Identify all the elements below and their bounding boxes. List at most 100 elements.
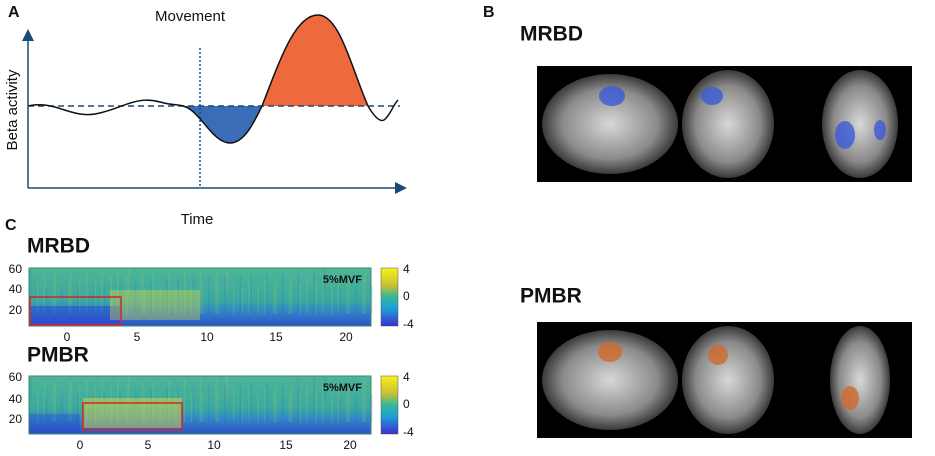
- heatmap-texture: [119, 391, 121, 422]
- heatmap-texture: [371, 394, 373, 422]
- heatmap-texture: [43, 275, 46, 314]
- heatmap-texture: [290, 278, 293, 314]
- positive-area: [262, 15, 368, 106]
- heatmap-texture: [201, 284, 203, 314]
- heatmap-texture: [45, 396, 48, 422]
- heatmap-texture: [322, 276, 324, 314]
- heatmap-texture: [266, 273, 268, 314]
- heatmap-texture: [348, 274, 350, 314]
- heatmap-texture: [306, 277, 308, 314]
- y-tick-label: 20: [9, 303, 23, 317]
- heatmap-texture: [166, 388, 168, 422]
- heatmap-texture: [166, 280, 168, 314]
- heatmap-texture: [275, 279, 277, 314]
- heatmap-texture: [355, 395, 357, 422]
- heatmap-texture: [177, 279, 179, 314]
- map-title: PMBR: [520, 285, 582, 308]
- heatmap: [28, 375, 372, 435]
- heatmap-texture: [224, 276, 226, 314]
- heatmap-texture: [68, 388, 70, 422]
- heatmap-texture: [190, 285, 193, 314]
- heatmap-texture: [79, 387, 81, 422]
- heatmap-texture: [362, 280, 364, 314]
- heatmap-texture: [337, 383, 340, 422]
- x-tick-label: 10: [207, 438, 221, 452]
- heatmap-texture: [54, 382, 56, 422]
- x-axis-label: Time: [181, 211, 214, 228]
- panel-label: C: [5, 217, 17, 234]
- heatmap-texture: [52, 389, 55, 422]
- heatmap-texture: [364, 273, 366, 314]
- heatmap-texture: [264, 388, 266, 422]
- heatmap-texture: [177, 387, 179, 422]
- roi-box: [29, 296, 122, 326]
- brain-strip: [537, 66, 912, 182]
- heatmap-texture: [61, 287, 63, 314]
- heatmap-texture: [239, 275, 242, 314]
- heatmap-texture: [128, 269, 130, 294]
- heatmap-texture: [281, 380, 284, 422]
- heatmap-texture: [101, 379, 104, 422]
- heatmap-texture: [224, 384, 226, 422]
- heatmap-texture: [168, 381, 170, 422]
- heatmap-texture: [226, 269, 228, 294]
- heatmap-texture: [371, 286, 373, 314]
- x-tick-label: 0: [64, 330, 71, 344]
- y-tick-label: 40: [9, 392, 23, 406]
- heatmap-texture: [92, 285, 95, 314]
- negative-area: [183, 106, 262, 143]
- heatmap-texture: [226, 377, 228, 402]
- heatmap-texture: [134, 282, 137, 314]
- heatmap-texture: [208, 277, 210, 314]
- heatmap-texture: [232, 390, 235, 422]
- heatmap-texture: [324, 377, 326, 402]
- panel-label: B: [483, 4, 495, 21]
- heatmap-texture: [126, 276, 128, 314]
- heatmap-texture: [117, 378, 119, 422]
- x-tick-label: 5: [145, 438, 152, 452]
- heatmap-low: [29, 414, 80, 433]
- heatmap-texture: [199, 271, 202, 314]
- x-tick-label: 0: [77, 438, 84, 452]
- heatmap-texture: [355, 287, 357, 314]
- x-tick-label: 20: [339, 330, 353, 344]
- heatmap-texture: [241, 288, 244, 314]
- heatmap-texture: [159, 287, 161, 314]
- heatmap-texture: [275, 387, 277, 422]
- heatmap-texture: [43, 383, 46, 422]
- y-tick-label: 60: [9, 370, 23, 384]
- heatmap-texture: [192, 278, 195, 314]
- colorbar-label: 4: [403, 370, 410, 384]
- heatmap-texture: [208, 385, 210, 422]
- condition-label: 5%MVF: [323, 274, 362, 286]
- heatmap-texture: [339, 288, 342, 314]
- x-tick-label: 15: [279, 438, 293, 452]
- y-axis-label: Beta activity: [4, 69, 21, 150]
- heatmap-texture: [239, 383, 242, 422]
- heatmap-texture: [36, 390, 39, 422]
- heatmap-texture: [150, 389, 153, 422]
- colorbar-label: -4: [403, 425, 414, 439]
- heatmap-texture: [364, 381, 366, 422]
- heatmap-texture: [264, 280, 266, 314]
- heatmap-texture: [30, 269, 32, 294]
- x-tick-label: 20: [343, 438, 357, 452]
- heatmap-texture: [337, 275, 340, 314]
- heatmap-texture: [257, 395, 259, 422]
- heatmap-texture: [45, 288, 48, 314]
- y-tick-label: 20: [9, 412, 23, 426]
- heatmap-texture: [297, 379, 300, 422]
- heatmap-texture: [183, 272, 186, 314]
- x-tick-label: 10: [200, 330, 214, 344]
- heatmap-texture: [152, 274, 154, 314]
- heatmap-texture: [30, 377, 32, 402]
- heatmap-texture: [257, 287, 259, 314]
- heatmap-texture: [77, 286, 79, 314]
- heatmap-texture: [248, 281, 251, 314]
- heatmap-texture: [143, 288, 146, 314]
- heatmap-texture: [313, 270, 315, 314]
- heatmap-texture: [199, 379, 202, 422]
- heatmap-texture: [110, 277, 112, 314]
- heatmap-texture: [306, 385, 308, 422]
